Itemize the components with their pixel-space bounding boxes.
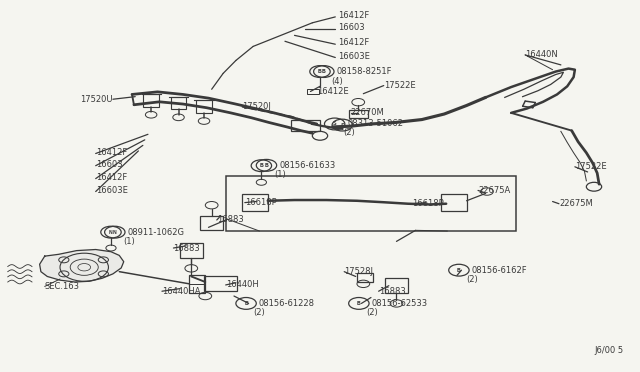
Text: 16440H: 16440H <box>226 280 259 289</box>
Bar <box>291 119 320 131</box>
Text: 08156-61228: 08156-61228 <box>259 299 315 308</box>
Text: 08911-1062G: 08911-1062G <box>127 228 184 237</box>
Text: 22670M: 22670M <box>351 108 385 118</box>
Bar <box>349 110 368 118</box>
Text: 16618P: 16618P <box>412 199 444 208</box>
Text: 16412F: 16412F <box>338 11 369 20</box>
Text: 16440HA: 16440HA <box>162 287 200 296</box>
Text: 08156-62533: 08156-62533 <box>372 299 428 308</box>
Text: B: B <box>457 268 461 273</box>
Text: (2): (2) <box>343 128 355 137</box>
Text: 22675A: 22675A <box>478 186 510 195</box>
Bar <box>243 195 268 211</box>
Text: (2): (2) <box>253 308 266 317</box>
Text: 08156-61633: 08156-61633 <box>279 161 335 170</box>
Bar <box>180 243 203 258</box>
Text: 08158-8251F: 08158-8251F <box>337 67 392 76</box>
Text: S: S <box>340 123 344 128</box>
Text: 17520J: 17520J <box>243 103 271 112</box>
Text: 16440N: 16440N <box>525 51 558 60</box>
Text: 22675M: 22675M <box>559 199 593 208</box>
Text: 16412F: 16412F <box>96 173 127 182</box>
Text: B: B <box>264 163 268 168</box>
Text: 17528J: 17528J <box>344 267 373 276</box>
Text: 16603: 16603 <box>96 160 122 169</box>
Text: 17520U: 17520U <box>81 95 113 104</box>
Text: 17522E: 17522E <box>575 162 607 171</box>
Text: B: B <box>259 163 263 168</box>
Bar <box>143 94 159 107</box>
Bar <box>200 215 223 230</box>
Text: 16883: 16883 <box>173 244 200 253</box>
Text: 16883: 16883 <box>379 287 405 296</box>
Text: 16412F: 16412F <box>96 148 127 157</box>
Bar <box>441 195 467 211</box>
Text: 16618P: 16618P <box>245 198 276 207</box>
Text: 16412E: 16412E <box>317 87 349 96</box>
Text: B: B <box>357 301 361 306</box>
Bar <box>189 275 205 293</box>
Text: B: B <box>322 69 326 74</box>
Text: N: N <box>109 230 113 235</box>
Polygon shape <box>40 250 124 282</box>
Text: 16883: 16883 <box>217 215 243 224</box>
Text: (1): (1) <box>274 170 286 179</box>
Text: (2): (2) <box>367 308 378 317</box>
Text: 16603: 16603 <box>338 23 364 32</box>
Text: 16603E: 16603E <box>338 52 370 61</box>
Text: SEC.163: SEC.163 <box>45 282 80 291</box>
Bar <box>171 97 186 109</box>
Text: (1): (1) <box>124 237 136 246</box>
Bar <box>204 276 237 291</box>
Bar <box>196 100 212 113</box>
Text: J6/00 5: J6/00 5 <box>594 346 623 355</box>
Text: 08313-51062: 08313-51062 <box>348 119 403 128</box>
Text: 08156-6162F: 08156-6162F <box>472 266 527 275</box>
Text: 16603E: 16603E <box>96 186 127 195</box>
Text: 16412F: 16412F <box>338 38 369 47</box>
Bar <box>226 176 516 231</box>
Bar <box>357 273 373 282</box>
Text: N: N <box>113 230 116 235</box>
Text: B: B <box>244 301 248 306</box>
Text: S: S <box>333 122 337 126</box>
Text: 17522E: 17522E <box>384 81 415 90</box>
Bar <box>385 278 408 293</box>
Text: B: B <box>318 69 322 74</box>
Bar <box>307 89 319 94</box>
Text: (2): (2) <box>467 275 478 283</box>
Text: (4): (4) <box>332 77 343 86</box>
